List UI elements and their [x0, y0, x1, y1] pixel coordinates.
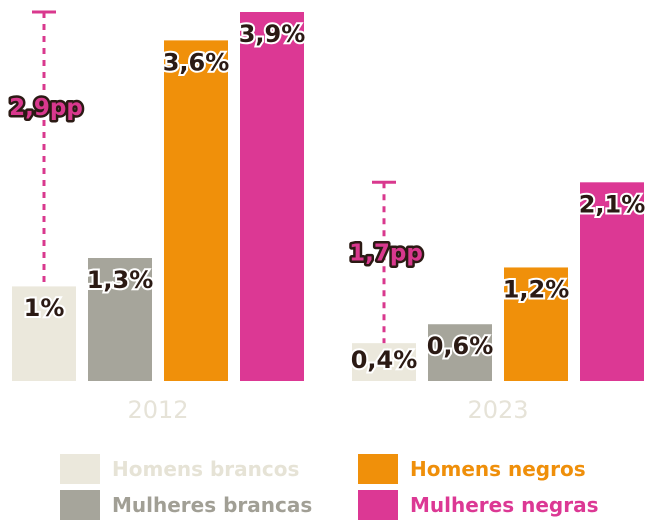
legend-item-homens-brancos: Homens brancos	[60, 454, 299, 484]
gap-annotation-label: 2,9pp	[9, 95, 83, 121]
legend-label: Mulheres brancas	[112, 493, 313, 517]
bar	[88, 258, 152, 381]
value-label: 3,9%	[239, 20, 306, 48]
value-label: 0,6%	[427, 332, 494, 360]
value-label: 1,3%	[87, 266, 154, 294]
value-label: 1%	[24, 294, 65, 322]
value-label: 0,4%	[351, 346, 418, 374]
category-label: 2012	[127, 396, 188, 424]
value-label: 1,2%	[503, 275, 570, 303]
value-label: 3,6%	[163, 48, 230, 76]
bar	[240, 12, 304, 381]
legend-item-mulheres-negras: Mulheres negras	[358, 490, 598, 520]
bar	[352, 343, 416, 381]
legend: Homens brancos Mulheres brancas Homens n…	[0, 448, 656, 522]
bar	[504, 267, 568, 381]
bar	[428, 324, 492, 381]
gap-annotation-label: 1,7pp	[349, 241, 423, 267]
bar	[12, 286, 76, 381]
legend-label: Homens brancos	[112, 457, 300, 481]
legend-item-mulheres-brancas: Mulheres brancas	[60, 490, 312, 520]
legend-item-homens-negros: Homens negros	[358, 454, 586, 484]
category-label: 2023	[467, 396, 528, 424]
bar	[164, 40, 228, 382]
bar-chart: 1% 1,3% 3,6% 3,9% 0,4% 0,6% 1,2% 2,1% 2,9pp 1,7pp…	[7, 10, 647, 424]
legend-swatch	[358, 490, 398, 520]
legend-label: Mulheres negras	[410, 493, 599, 517]
bar	[580, 182, 644, 381]
legend-swatch	[60, 490, 100, 520]
value-label: 2,1%	[579, 190, 646, 218]
legend-swatch	[60, 454, 100, 484]
legend-label: Homens negros	[410, 457, 586, 481]
legend-swatch	[358, 454, 398, 484]
